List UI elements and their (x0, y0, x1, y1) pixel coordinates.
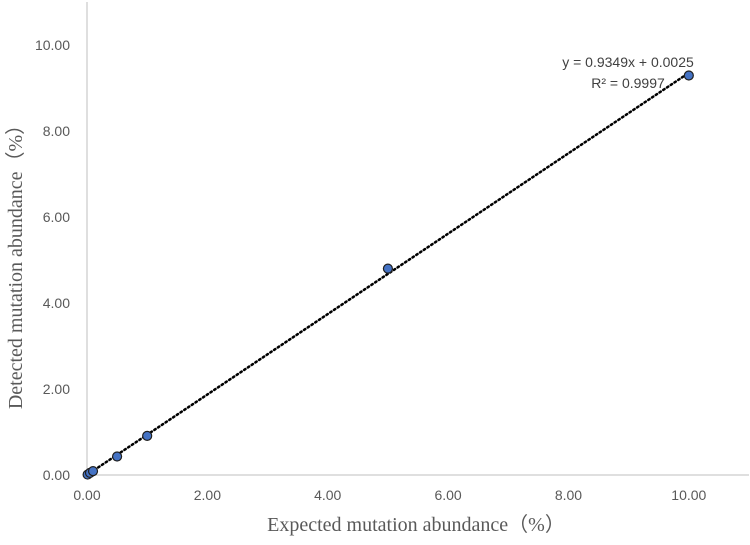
x-tick-label: 4.00 (314, 487, 341, 503)
y-tick-label: 2.00 (43, 381, 70, 397)
y-tick-label: 4.00 (43, 295, 70, 311)
y-tick-label: 10.00 (35, 37, 70, 53)
y-tick-label: 0.00 (43, 467, 70, 483)
axes-group (86, 2, 749, 476)
r-squared-label: R² = 0.9997 (591, 75, 665, 91)
trendline-equation: y = 0.9349x + 0.0025 (562, 54, 694, 70)
data-point (142, 430, 153, 441)
y-tick-labels: 0.00 2.00 4.00 6.00 8.00 10.00 (35, 37, 70, 483)
x-tick-label: 2.00 (194, 487, 221, 503)
x-tick-labels: 0.00 2.00 4.00 6.00 8.00 10.00 (73, 487, 706, 503)
data-point (683, 70, 694, 81)
data-point (382, 263, 394, 274)
x-tick-label: 6.00 (434, 487, 461, 503)
x-tick-label: 8.00 (555, 487, 582, 503)
x-tick-label: 0.00 (73, 487, 100, 503)
y-tick-label: 6.00 (43, 209, 70, 225)
y-axis-title: Detected mutation abundance（%） (4, 115, 27, 409)
data-point (111, 451, 123, 462)
x-axis-title: Expected mutation abundance（%） (267, 513, 565, 536)
data-points (82, 70, 694, 480)
data-point (87, 466, 99, 477)
trendline (85, 71, 691, 477)
x-tick-label: 10.00 (671, 487, 706, 503)
y-tick-label: 8.00 (43, 123, 70, 139)
